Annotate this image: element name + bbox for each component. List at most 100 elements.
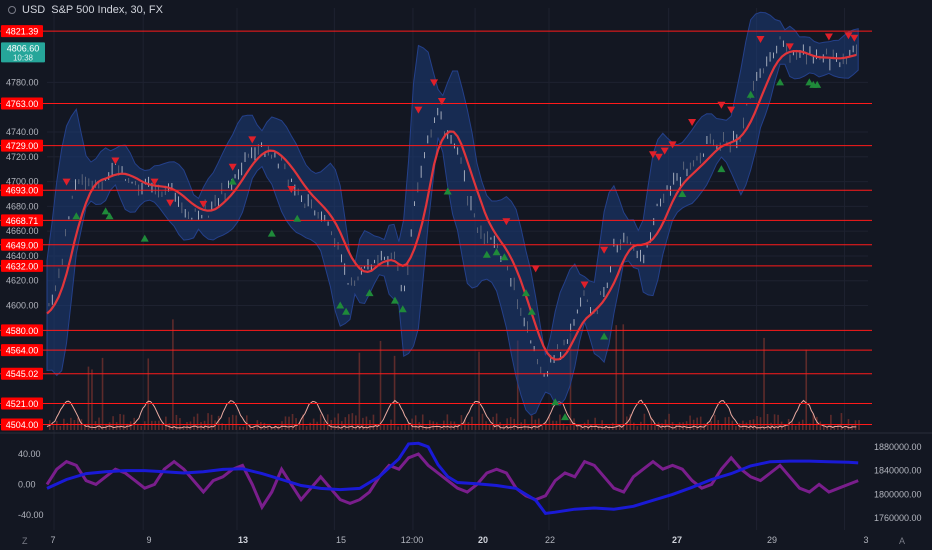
sell-signal-icon (502, 218, 511, 226)
price-level-label: 4649.00 (6, 240, 39, 250)
volume-bar (559, 414, 561, 430)
volume-bar (316, 421, 318, 430)
status-dot-icon (8, 6, 16, 14)
sell-signal-icon (727, 106, 736, 114)
volume-bar (763, 337, 765, 430)
auto-scale-corner[interactable]: A (899, 536, 906, 546)
price-candles (48, 36, 857, 377)
price-level-tag (1, 418, 43, 431)
signal-markers (62, 32, 859, 421)
volume-bar (485, 421, 487, 430)
volume-bar (101, 357, 104, 430)
volume-bar (812, 413, 815, 430)
volume-bar (421, 414, 424, 430)
volume-bar (650, 417, 653, 430)
buy-signal-icon (746, 90, 755, 98)
volume-bar (150, 420, 153, 430)
volume-bar (548, 416, 551, 430)
last-price-countdown: 10:38 (13, 53, 34, 62)
volume-bar (770, 422, 772, 430)
volume-bar (284, 416, 287, 430)
volume-bar (597, 425, 600, 430)
volume-bar (400, 424, 403, 430)
buy-signal-icon (776, 78, 785, 86)
sell-signal-icon (660, 147, 669, 155)
volume-bar (643, 413, 646, 430)
volume-bar (98, 417, 100, 430)
volume-bar (837, 424, 839, 430)
volume-bar (207, 413, 209, 430)
time-axis-tick: 22 (545, 535, 555, 545)
price-level-tag (1, 397, 43, 410)
volume-bar (404, 423, 406, 430)
volume-bar (414, 415, 417, 430)
volume-bar (333, 417, 336, 430)
volume-bars (48, 319, 860, 430)
oscillator-left-tick: 40.00 (18, 449, 41, 459)
volume-bar (594, 417, 596, 430)
oscillator-purple-line (45, 452, 859, 511)
volume-bar (580, 424, 582, 430)
volume-bar (288, 416, 290, 430)
chart-header: USD S&P 500 Index, 30, FX (8, 4, 163, 16)
volume-bar (604, 426, 607, 430)
price-level-tag (1, 139, 43, 152)
sell-signal-icon (150, 178, 159, 186)
volume-bar (780, 421, 783, 430)
volume-bar (527, 425, 530, 430)
volume-bar (52, 425, 55, 430)
price-level-tag (1, 344, 43, 357)
price-level-tag (1, 184, 43, 197)
volume-bar (432, 421, 435, 430)
volume-bar (844, 426, 846, 430)
volume-bar (428, 420, 431, 430)
volume-bar (854, 420, 857, 430)
volume-bar (193, 416, 195, 430)
volume-bar (362, 417, 364, 430)
volume-bar (323, 421, 326, 430)
volume-bar (816, 416, 818, 430)
sell-signal-icon (287, 186, 296, 194)
volume-bar (210, 414, 213, 430)
price-axis-tick: 4780.00 (6, 77, 39, 87)
volume-bar (309, 422, 311, 430)
price-level-label: 4693.00 (6, 186, 39, 196)
volume-bar (657, 422, 660, 430)
volume-bar (158, 420, 160, 430)
price-axis: 4780.00 4740.00 4720.00 4700.00 4680.00 4660.… (6, 77, 39, 310)
buy-signal-icon (600, 332, 609, 340)
volume-bar (777, 414, 779, 430)
buy-signal-icon (365, 289, 374, 297)
volume-bar (562, 423, 565, 430)
volume-bar (224, 424, 227, 430)
volume-bar (122, 414, 125, 430)
volume-bar (833, 426, 836, 430)
volume-bar (147, 358, 150, 430)
currency-label: USD (22, 4, 46, 16)
sell-signal-icon (600, 246, 609, 254)
volume-bar (115, 422, 118, 430)
price-axis-tick: 4640.00 (6, 251, 39, 261)
volume-bar (295, 418, 297, 430)
timezone-corner[interactable]: Z (22, 536, 28, 546)
volume-bar (615, 325, 618, 430)
volume-bar (337, 413, 340, 430)
volume-bar (488, 424, 491, 430)
volume-bar (647, 424, 649, 430)
volume-bar (668, 413, 670, 430)
buy-signal-icon (336, 301, 345, 309)
volume-bar (784, 424, 786, 430)
sell-signal-icon (648, 151, 657, 159)
volume-bar (393, 355, 396, 430)
last-price-value: 4806.60 (7, 43, 40, 53)
volume-bar (724, 417, 727, 430)
symbol-title[interactable]: S&P 500 Index, 30, FX (51, 4, 163, 16)
volume-bar (590, 423, 593, 430)
volume-bar (175, 414, 178, 430)
volume-bar (305, 426, 308, 430)
volume-bar (823, 425, 825, 430)
volume-bar (495, 413, 498, 430)
time-axis-tick: 20 (478, 535, 488, 545)
volume-bar (196, 413, 199, 430)
